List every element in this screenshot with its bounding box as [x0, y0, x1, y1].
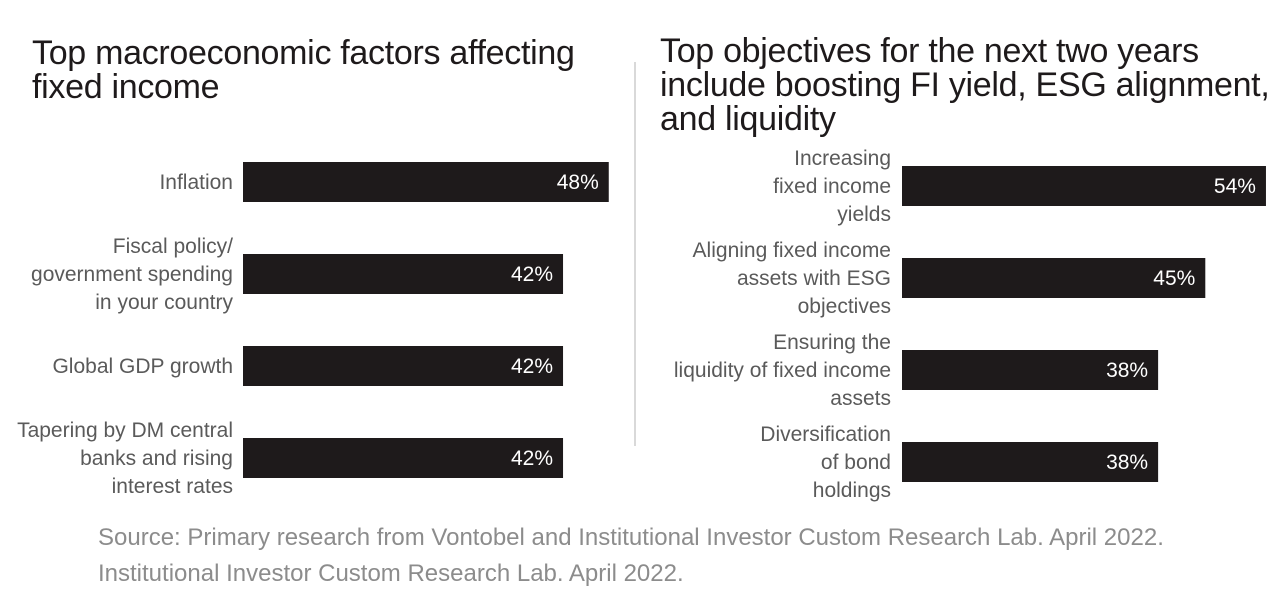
- category-label-1: Inflation: [159, 171, 233, 194]
- right-chart-panel: Top objectives for the next two years in…: [640, 0, 1280, 520]
- source-line-2: Institutional Investor Custom Research L…: [98, 560, 684, 587]
- bar-1: [243, 162, 609, 202]
- bar-2: [902, 258, 1206, 298]
- category-label-4: Tapering by DM central banks and rising in…: [17, 419, 233, 498]
- bar-value-label-4: 42%: [511, 447, 553, 470]
- bar-4: [243, 438, 564, 478]
- source-note: Source: Primary research from Vontobel a…: [98, 520, 1248, 592]
- category-label-4: Diversification of bond holdings: [760, 423, 891, 502]
- panel-divider: [634, 62, 636, 446]
- bar-3: [243, 346, 564, 386]
- bar-value-label-3: 42%: [511, 355, 553, 378]
- bar-4: [902, 442, 1159, 482]
- bar-value-label-4: 38%: [1106, 451, 1148, 474]
- bar-2: [243, 254, 564, 294]
- category-label-2: Fiscal policy/government spending in your…: [31, 235, 233, 314]
- category-label-3: Global GDP growth: [52, 355, 233, 378]
- category-label-1: Increasing fixed income yields: [773, 147, 891, 226]
- left-chart-panel: Top macroeconomic factors affecting fixe…: [0, 0, 630, 520]
- bar-value-label-3: 38%: [1106, 359, 1148, 382]
- category-label-2: Aligning fixed income assets with ESG obje…: [693, 239, 891, 318]
- right-bar-chart: 54% Increasing fixed income yields 45% Aligni…: [674, 147, 1266, 502]
- bar-3: [902, 350, 1159, 390]
- right-chart-title: Top objectives for the next two years in…: [660, 32, 1270, 138]
- bar-value-label-2: 42%: [511, 263, 553, 286]
- bar-1: [902, 166, 1266, 206]
- source-line-1: Source: Primary research from Vontobel a…: [98, 524, 1164, 551]
- left-bar-chart: 48% Inflation 42% Fiscal policy/government …: [17, 162, 609, 498]
- bar-value-label-1: 48%: [557, 171, 599, 194]
- left-chart-title: Top macroeconomic factors affecting fixe…: [32, 34, 575, 106]
- category-label-3: Ensuring the liquidity of fixed income ass…: [674, 331, 891, 410]
- bar-value-label-1: 54%: [1214, 175, 1256, 198]
- bar-value-label-2: 45%: [1153, 267, 1195, 290]
